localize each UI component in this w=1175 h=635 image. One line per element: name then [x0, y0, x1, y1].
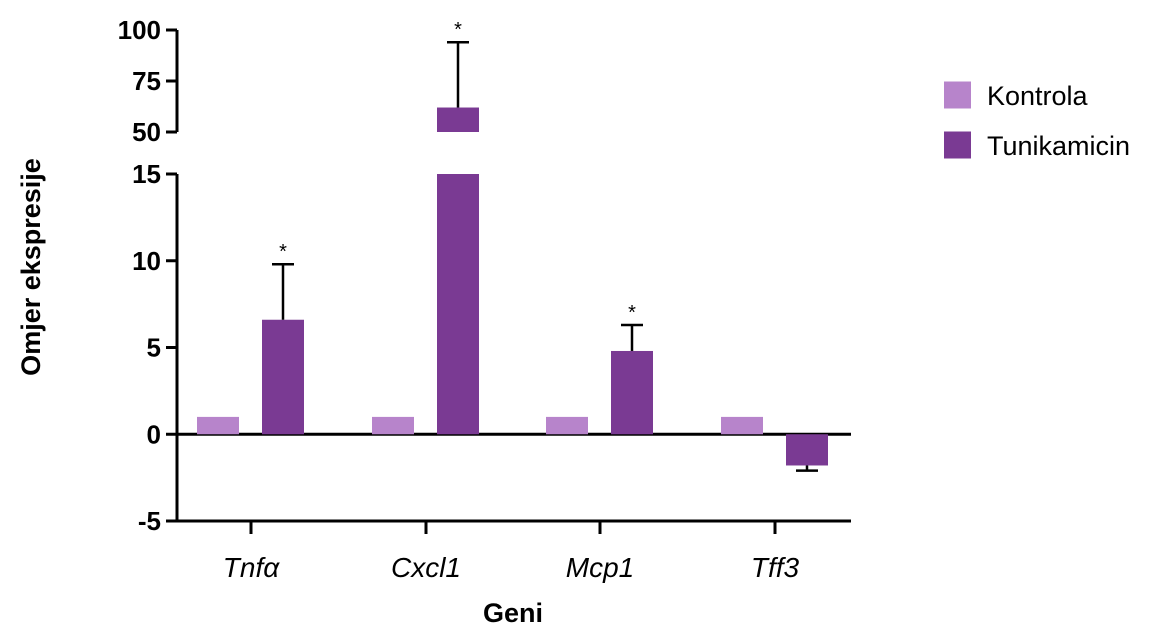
legend: Kontrola Tunikamicin: [944, 81, 1130, 161]
legend-swatch: [944, 131, 971, 159]
x-category-label: Tnfα: [223, 552, 280, 583]
x-axis-title: Geni: [483, 598, 543, 628]
significance-marker: *: [628, 302, 636, 324]
y-tick-label: 50: [132, 117, 161, 147]
bar: [721, 416, 763, 435]
y-tick-label: 15: [132, 159, 161, 189]
x-category-label: Mcp1: [566, 552, 634, 583]
bar-upper-segment: [437, 107, 479, 132]
bar: [197, 416, 239, 435]
bar: [262, 319, 304, 435]
y-tick-label: 0: [147, 419, 161, 449]
x-category-label: Cxcl1: [391, 552, 461, 583]
axes: [166, 28, 851, 534]
y-tick-label: 100: [118, 15, 161, 45]
significance-marker: *: [279, 241, 287, 263]
legend-label: Kontrola: [987, 81, 1089, 111]
y-tick-label: 10: [132, 246, 161, 276]
x-category-label: Tff3: [751, 552, 800, 583]
labels: -5 0 5 10 15 50 75 100 Tnfα Cxcl1 Mcp1 Tff3 * * * Geni O…: [16, 15, 800, 628]
bar-lower-segment: [437, 174, 479, 435]
bars: [197, 40, 828, 472]
bar: [546, 416, 588, 435]
y-axis-title: Omjer ekspresije: [16, 158, 46, 376]
bar: [786, 434, 828, 466]
y-tick-label: 75: [132, 66, 161, 96]
bar: [611, 350, 653, 435]
y-tick-label: 5: [147, 333, 161, 363]
legend-label: Tunikamicin: [987, 131, 1130, 161]
significance-marker: *: [454, 19, 462, 41]
y-tick-label: -5: [138, 506, 161, 536]
bar: [372, 416, 414, 435]
legend-swatch: [944, 81, 971, 109]
